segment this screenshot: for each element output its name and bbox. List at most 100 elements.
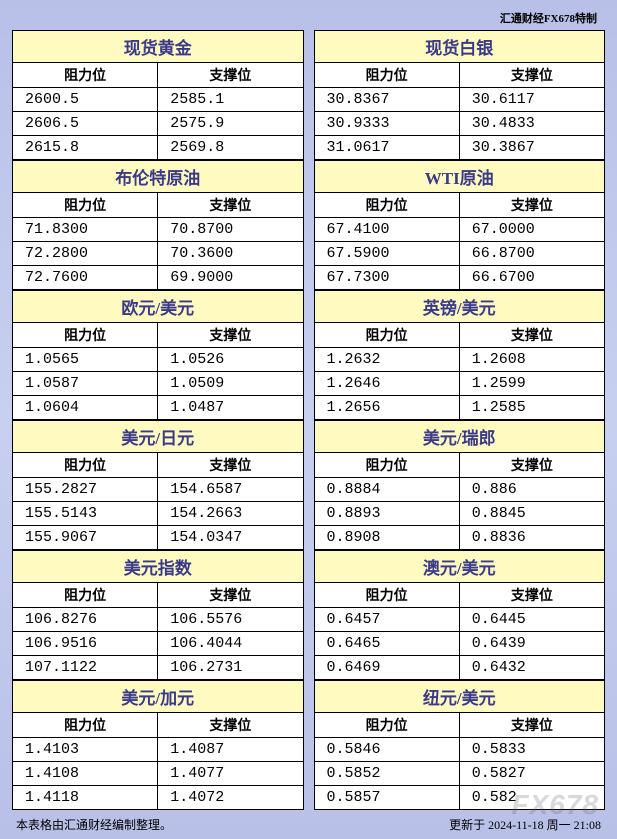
support-cell: 0.6432	[459, 656, 604, 680]
instrument-block: 澳元/美元阻力位支撑位0.64570.64450.64650.64390.646…	[314, 550, 606, 680]
resistance-cell: 155.5143	[13, 502, 158, 526]
support-header: 支撑位	[459, 583, 604, 608]
resistance-cell: 2606.5	[13, 112, 158, 136]
support-header: 支撑位	[459, 453, 604, 478]
table-row: 0.58460.5833	[314, 738, 605, 762]
table-row: 1.41081.4077	[13, 762, 304, 786]
resistance-header: 阻力位	[314, 713, 459, 738]
table-row: 155.2827154.6587	[13, 478, 304, 502]
support-cell: 70.8700	[158, 218, 303, 242]
resistance-cell: 155.9067	[13, 526, 158, 550]
support-cell: 2569.8	[158, 136, 303, 160]
resistance-cell: 107.1122	[13, 656, 158, 680]
support-cell: 1.4077	[158, 762, 303, 786]
resistance-cell: 72.7600	[13, 266, 158, 290]
resistance-header: 阻力位	[13, 583, 158, 608]
instrument-block: 纽元/美元阻力位支撑位0.58460.58330.58520.58270.585…	[314, 680, 606, 810]
block-title: 布伦特原油	[12, 160, 304, 192]
table-row: 1.05871.0509	[13, 372, 304, 396]
resistance-cell: 67.7300	[314, 266, 459, 290]
support-cell: 1.4087	[158, 738, 303, 762]
resistance-header: 阻力位	[314, 583, 459, 608]
support-cell: 0.6439	[459, 632, 604, 656]
support-cell: 70.3600	[158, 242, 303, 266]
table-row: 1.26561.2585	[314, 396, 605, 420]
table-row: 1.41031.4087	[13, 738, 304, 762]
block-title: 美元/加元	[12, 680, 304, 712]
table-row: 0.58520.5827	[314, 762, 605, 786]
table-row: 106.9516106.4044	[13, 632, 304, 656]
table-row: 0.88930.8845	[314, 502, 605, 526]
table-row: 107.1122106.2731	[13, 656, 304, 680]
levels-table: 阻力位支撑位30.836730.611730.933330.483331.061…	[314, 62, 606, 160]
support-header: 支撑位	[459, 323, 604, 348]
levels-table: 阻力位支撑位1.41031.40871.41081.40771.41181.40…	[12, 712, 304, 810]
instrument-block: 英镑/美元阻力位支撑位1.26321.26081.26461.25991.265…	[314, 290, 606, 420]
support-cell: 69.9000	[158, 266, 303, 290]
support-cell: 106.5576	[158, 608, 303, 632]
support-cell: 1.2608	[459, 348, 604, 372]
instrument-block: 布伦特原油阻力位支撑位71.830070.870072.280070.36007…	[12, 160, 304, 290]
resistance-cell: 30.9333	[314, 112, 459, 136]
resistance-cell: 2600.5	[13, 88, 158, 112]
block-title: WTI原油	[314, 160, 606, 192]
support-header: 支撑位	[158, 323, 303, 348]
resistance-cell: 0.5846	[314, 738, 459, 762]
instrument-block: 美元/日元阻力位支撑位155.2827154.6587155.5143154.2…	[12, 420, 304, 550]
support-cell: 106.2731	[158, 656, 303, 680]
levels-table: 阻力位支撑位1.26321.26081.26461.25991.26561.25…	[314, 322, 606, 420]
block-title: 美元/日元	[12, 420, 304, 452]
support-cell: 0.582	[459, 786, 604, 810]
resistance-cell: 1.2656	[314, 396, 459, 420]
block-title: 澳元/美元	[314, 550, 606, 582]
footer: 本表格由汇通财经编制整理。 更新于 2024-11-18 周一 21:08	[12, 810, 605, 835]
resistance-header: 阻力位	[314, 193, 459, 218]
resistance-cell: 67.4100	[314, 218, 459, 242]
support-cell: 2585.1	[158, 88, 303, 112]
resistance-cell: 0.6465	[314, 632, 459, 656]
table-row: 106.8276106.5576	[13, 608, 304, 632]
support-cell: 30.6117	[459, 88, 604, 112]
resistance-cell: 106.9516	[13, 632, 158, 656]
resistance-header: 阻力位	[13, 713, 158, 738]
table-row: 1.41181.4072	[13, 786, 304, 810]
resistance-cell: 1.0587	[13, 372, 158, 396]
table-row: 1.26461.2599	[314, 372, 605, 396]
support-header: 支撑位	[158, 193, 303, 218]
resistance-header: 阻力位	[13, 63, 158, 88]
table-row: 0.58570.582	[314, 786, 605, 810]
support-cell: 0.5827	[459, 762, 604, 786]
resistance-cell: 1.0604	[13, 396, 158, 420]
resistance-header: 阻力位	[314, 323, 459, 348]
table-row: 0.64570.6445	[314, 608, 605, 632]
block-title: 纽元/美元	[314, 680, 606, 712]
support-cell: 106.4044	[158, 632, 303, 656]
support-header: 支撑位	[459, 63, 604, 88]
instrument-block: 美元/瑞郎阻力位支撑位0.88840.8860.88930.88450.8908…	[314, 420, 606, 550]
table-row: 72.280070.3600	[13, 242, 304, 266]
support-cell: 154.0347	[158, 526, 303, 550]
support-cell: 30.3867	[459, 136, 604, 160]
levels-table: 阻力位支撑位1.05651.05261.05871.05091.06041.04…	[12, 322, 304, 420]
resistance-cell: 0.6469	[314, 656, 459, 680]
levels-table: 阻力位支撑位67.410067.000067.590066.870067.730…	[314, 192, 606, 290]
table-row: 155.9067154.0347	[13, 526, 304, 550]
left-column: 现货黄金阻力位支撑位2600.52585.12606.52575.92615.8…	[12, 30, 304, 810]
support-header: 支撑位	[459, 713, 604, 738]
resistance-cell: 0.8893	[314, 502, 459, 526]
resistance-cell: 155.2827	[13, 478, 158, 502]
table-row: 30.933330.4833	[314, 112, 605, 136]
resistance-header: 阻力位	[314, 453, 459, 478]
instrument-block: 美元/加元阻力位支撑位1.41031.40871.41081.40771.411…	[12, 680, 304, 810]
right-column: 现货白银阻力位支撑位30.836730.611730.933330.483331…	[314, 30, 606, 810]
resistance-header: 阻力位	[13, 453, 158, 478]
levels-table: 阻力位支撑位106.8276106.5576106.9516106.404410…	[12, 582, 304, 680]
table-row: 155.5143154.2663	[13, 502, 304, 526]
support-cell: 154.2663	[158, 502, 303, 526]
support-cell: 0.6445	[459, 608, 604, 632]
support-cell: 0.8836	[459, 526, 604, 550]
block-title: 欧元/美元	[12, 290, 304, 322]
resistance-header: 阻力位	[314, 63, 459, 88]
support-cell: 66.6700	[459, 266, 604, 290]
instrument-block: WTI原油阻力位支撑位67.410067.000067.590066.87006…	[314, 160, 606, 290]
